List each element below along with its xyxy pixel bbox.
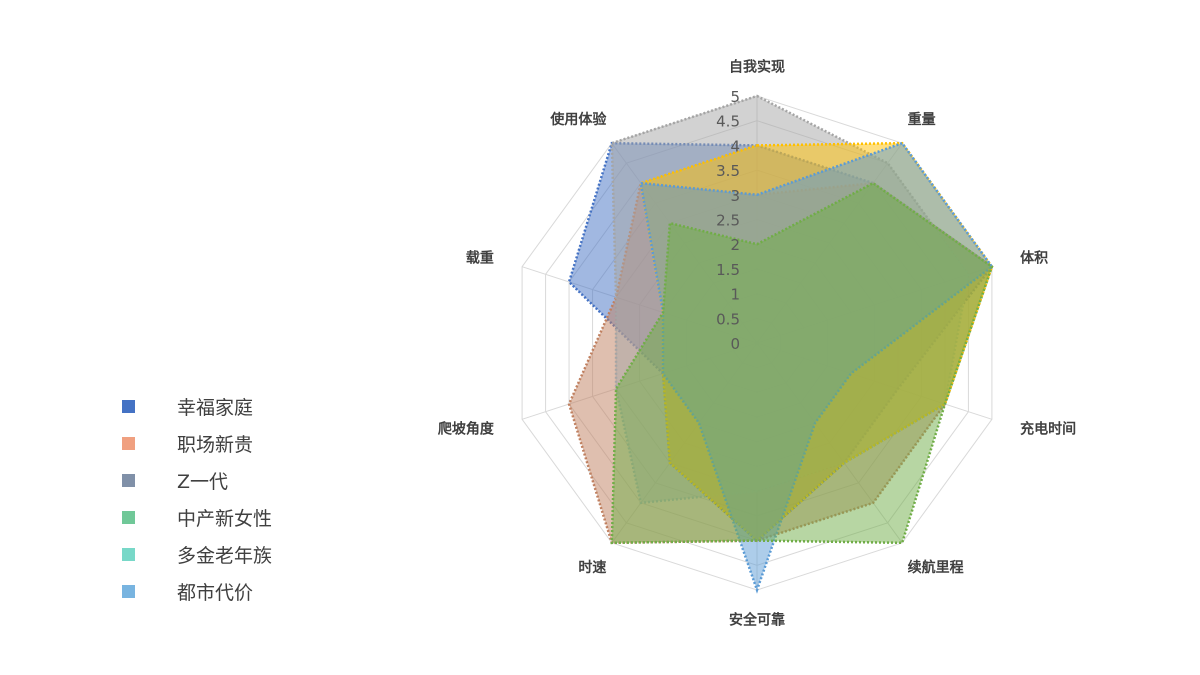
tick-label: 5 [730,88,740,106]
tick-label: 1.5 [716,261,740,279]
legend-swatch [122,474,135,487]
tick-label: 2 [730,236,740,254]
axis-label: 安全可靠 [729,612,785,629]
legend-swatch [122,585,135,598]
radial-tick-labels: 0 0.5 1 1.5 2 2.5 3 3.5 4 4.5 5 [716,88,740,353]
legend-swatch [122,437,135,450]
tick-label: 4 [730,137,740,155]
axis-label: 时速 [578,559,606,576]
legend-swatch [122,548,135,561]
legend: 幸福家庭职场新贵 Z一代中产新女性多金老年族都市代价 [122,388,272,610]
tick-label: 0 [730,335,740,353]
axis-label: 使用体验 [549,111,607,128]
axis-label: 重量 [908,111,936,128]
legend-item[interactable]: 多金老年族 [122,536,272,573]
legend-item[interactable]: 职场新贵 [122,425,272,462]
axis-label: 载重 [466,250,494,267]
legend-item[interactable]: 都市代价 [122,573,272,610]
tick-label: 3 [730,187,740,205]
legend-swatch [122,400,135,413]
tick-label: 2.5 [716,212,740,230]
series-polygon-5 [610,181,994,545]
tick-label: 4.5 [716,113,740,131]
legend-label: 都市代价 [177,582,254,604]
legend-item[interactable]: 幸福家庭 [122,388,272,425]
tick-label: 0.5 [716,310,740,328]
legend-item[interactable]: 中产新女性 [122,499,272,536]
tick-label: 3.5 [716,162,740,180]
legend-item[interactable]: Z一代 [122,462,272,499]
axis-label: 爬坡角度 [438,420,495,437]
tick-label: 1 [730,286,740,304]
legend-label: Z一代 [177,471,229,493]
legend-label: 多金老年族 [177,545,273,567]
axis-label: 充电时间 [1020,420,1076,437]
legend-label: 职场新贵 [177,434,254,456]
axis-label: 体积 [1020,250,1048,267]
radar-series [567,94,994,594]
legend-swatch [122,511,135,524]
axis-label: 自我实现 [729,58,785,75]
legend-label: 幸福家庭 [177,397,254,419]
axis-label: 续航里程 [908,559,964,576]
legend-label: 中产新女性 [177,508,273,530]
